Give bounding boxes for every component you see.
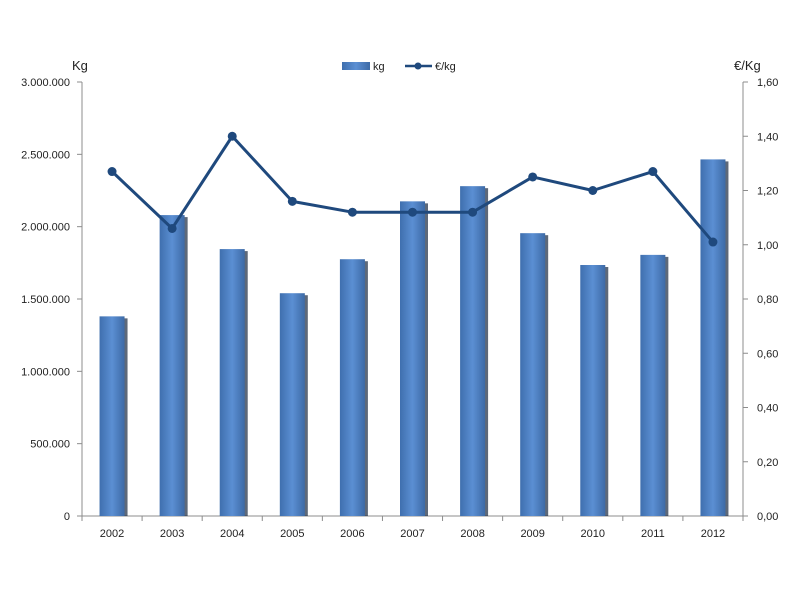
- bar: [700, 159, 726, 516]
- bar: [580, 265, 606, 516]
- legend-swatch-kg: [342, 62, 370, 70]
- chart-marks: 0 500.000 1.000.000 1.500.000 2.000.000 2.500…: [21, 77, 778, 540]
- y-tick-label: 2.000.000: [21, 222, 70, 234]
- x-tick-label: 2009: [520, 528, 544, 540]
- y2-tick-label: 1,20: [757, 186, 778, 198]
- x-tick-label: 2002: [100, 528, 124, 540]
- y2-tick-label: 0,80: [757, 294, 778, 306]
- price-point: [287, 196, 297, 206]
- price-point: [227, 131, 237, 141]
- y-tick-label: 1.000.000: [21, 366, 70, 378]
- bar: [400, 201, 425, 516]
- x-tick-label: 2004: [220, 528, 244, 540]
- bar: [159, 215, 185, 517]
- x-tick-label: 2010: [581, 528, 605, 540]
- y-tick-label: 3.000.000: [21, 77, 70, 89]
- bar: [460, 186, 486, 516]
- y2-tick-label: 0,00: [757, 511, 778, 523]
- y2-axis-title: €/Kg: [734, 58, 761, 73]
- price-point: [468, 207, 478, 217]
- price-point: [648, 167, 658, 177]
- price-point: [528, 172, 538, 182]
- bar: [520, 233, 546, 516]
- y2-tick-label: 0,20: [757, 457, 778, 469]
- y-axis-title: Kg: [72, 58, 88, 73]
- price-point: [167, 223, 177, 233]
- legend-label-kg: kg: [373, 61, 385, 73]
- bar: [279, 293, 305, 516]
- y2-tick-label: 1,00: [757, 240, 778, 252]
- x-tick-label: 2006: [340, 528, 364, 540]
- bar: [339, 259, 365, 516]
- price-point: [347, 207, 357, 217]
- bar: [219, 249, 245, 516]
- x-tick-label: 2005: [280, 528, 304, 540]
- x-tick-label: 2011: [641, 528, 665, 540]
- y-tick-label: 1.500.000: [21, 294, 70, 306]
- y-tick-label: 0: [64, 511, 70, 523]
- y2-tick-label: 1,60: [757, 77, 778, 89]
- x-tick-label: 2008: [460, 528, 484, 540]
- y-tick-label: 2.500.000: [21, 149, 70, 161]
- y-tick-label: 500.000: [30, 439, 70, 451]
- bar: [99, 316, 125, 516]
- y2-tick-label: 0,60: [757, 348, 778, 360]
- price-point: [708, 237, 718, 247]
- x-tick-label: 2007: [400, 528, 424, 540]
- y2-tick-label: 1,40: [757, 131, 778, 143]
- legend-label-price: €/kg: [435, 61, 456, 73]
- legend: kg €/kg: [342, 61, 456, 73]
- price-point: [107, 167, 117, 177]
- bar: [640, 254, 666, 517]
- price-point: [588, 186, 598, 195]
- price-point: [408, 207, 417, 217]
- x-tick-label: 2003: [160, 528, 184, 540]
- y2-tick-label: 0,40: [757, 403, 778, 415]
- legend-swatch-price-marker: [414, 62, 422, 70]
- x-tick-label: 2012: [701, 528, 725, 540]
